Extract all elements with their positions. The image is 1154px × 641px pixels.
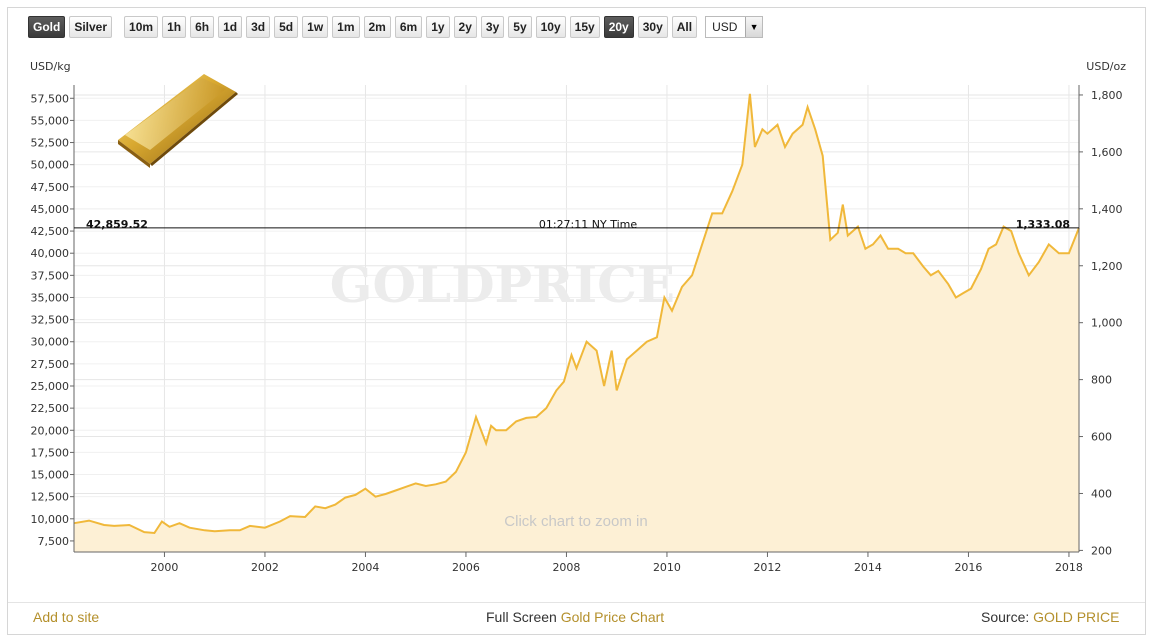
y-tick-label: 22,500 (31, 402, 70, 415)
range-toolbar: Gold Silver 10m 1h 6h 1d 3d 5d 1w 1m 2m … (28, 15, 764, 39)
y-tick-label: 7,500 (38, 535, 70, 548)
price-area (74, 93, 1079, 553)
metal-button-silver[interactable]: Silver (69, 16, 113, 38)
range-button-1d[interactable]: 1d (218, 16, 243, 38)
y-tick-label: 12,500 (31, 491, 70, 504)
right-axis-unit: USD/oz (1086, 60, 1126, 73)
gold-bar-image (118, 74, 238, 168)
left-axis-unit: USD/kg (30, 60, 71, 73)
y2-tick-label: 1,000 (1091, 317, 1123, 330)
currency-select-value: USD (712, 20, 738, 34)
range-button-3y[interactable]: 3y (480, 16, 505, 38)
y-tick-label: 52,500 (31, 137, 70, 150)
y-tick-label: 10,000 (31, 513, 70, 526)
range-button-1m[interactable]: 1m (332, 16, 360, 38)
y2-tick-label: 1,400 (1091, 203, 1123, 216)
range-button-1h[interactable]: 1h (162, 16, 187, 38)
y-tick-label: 40,000 (31, 247, 70, 260)
x-tick-label: 2006 (452, 561, 480, 574)
full-screen-row: Full Screen Gold Price Chart (486, 609, 664, 625)
x-tick-label: 2010 (653, 561, 681, 574)
y-tick-label: 27,500 (31, 358, 70, 371)
y-tick-label: 47,500 (31, 181, 70, 194)
y-tick-label: 17,500 (31, 446, 70, 459)
y-tick-label: 45,000 (31, 203, 70, 216)
chevron-down-icon[interactable]: ▼ (745, 17, 763, 37)
x-tick-label: 2002 (251, 561, 279, 574)
range-button-15y[interactable]: 15y (569, 16, 600, 38)
left-axis-ticks: 7,500 10,000 12,500 15,000 17,500 20,000 22,50… (31, 92, 74, 548)
source-row: Source: GOLD PRICE (981, 609, 1120, 625)
x-tick-label: 2012 (753, 561, 781, 574)
y-tick-label: 42,500 (31, 225, 70, 238)
current-price-right-label: 1,333.08 (1016, 218, 1070, 231)
y2-tick-label: 600 (1091, 431, 1112, 444)
range-button-2m[interactable]: 2m (363, 16, 391, 38)
y2-tick-label: 1,200 (1091, 260, 1123, 273)
y-tick-label: 57,500 (31, 92, 70, 105)
range-button-all[interactable]: All (671, 16, 698, 38)
range-button-5y[interactable]: 5y (508, 16, 532, 38)
y2-tick-label: 400 (1091, 487, 1112, 500)
y-tick-label: 15,000 (31, 469, 70, 482)
range-button-2y[interactable]: 2y (453, 16, 477, 38)
price-line (73, 93, 1080, 535)
y2-tick-label: 800 (1091, 374, 1112, 387)
y-tick-label: 32,500 (31, 314, 70, 327)
add-to-site-text[interactable]: Add to site (33, 609, 100, 625)
source-prefix: Source: (981, 609, 1030, 625)
y2-tick-label: 1,800 (1091, 89, 1123, 102)
footer-divider (8, 602, 1145, 603)
x-tick-label: 2000 (150, 561, 178, 574)
range-button-10y[interactable]: 10y (535, 16, 566, 38)
y-tick-label: 25,000 (31, 380, 70, 393)
y-tick-label: 50,000 (31, 159, 70, 172)
y-tick-label: 30,000 (31, 336, 70, 349)
current-time-label: 01:27:11 NY Time (539, 218, 637, 231)
y-tick-label: 55,000 (31, 114, 70, 127)
range-button-3d[interactable]: 3d (246, 16, 271, 38)
currency-select[interactable]: USD ▼ (705, 16, 764, 38)
x-tick-label: 2016 (954, 561, 982, 574)
range-button-6h[interactable]: 6h (190, 16, 215, 38)
current-price-left-label: 42,859.52 (86, 218, 148, 231)
y2-tick-label: 200 (1091, 544, 1112, 557)
add-to-site-link[interactable]: Add to site (33, 609, 99, 625)
x-tick-label: 2018 (1055, 561, 1083, 574)
source-link[interactable]: GOLD PRICE (1033, 609, 1120, 625)
zoom-hint: Click chart to zoom in (504, 513, 647, 530)
metal-button-gold[interactable]: Gold (28, 16, 66, 38)
full-screen-prefix: Full Screen (486, 609, 557, 625)
x-axis-ticks: 2000 2002 2004 2006 2008 2010 2012 2014 2016 2018 (150, 552, 1083, 574)
range-button-1w[interactable]: 1w (302, 16, 329, 38)
y-tick-label: 37,500 (31, 269, 70, 282)
range-button-6m[interactable]: 6m (394, 16, 423, 38)
x-tick-label: 2008 (552, 561, 580, 574)
y-tick-label: 35,000 (31, 291, 70, 304)
range-button-10m[interactable]: 10m (124, 16, 159, 38)
range-button-5d[interactable]: 5d (274, 16, 299, 38)
right-axis-ticks: 200 400 600 800 1,000 1,200 1,400 1,600 1,800 (1079, 89, 1123, 557)
x-tick-label: 2004 (351, 561, 379, 574)
full-screen-link[interactable]: Gold Price Chart (560, 609, 665, 625)
y2-tick-label: 1,600 (1091, 146, 1123, 159)
y-tick-label: 20,000 (31, 424, 70, 437)
range-button-1y[interactable]: 1y (426, 16, 450, 38)
range-button-30y[interactable]: 30y (637, 16, 668, 38)
x-tick-label: 2014 (854, 561, 882, 574)
range-button-20y[interactable]: 20y (603, 16, 634, 38)
